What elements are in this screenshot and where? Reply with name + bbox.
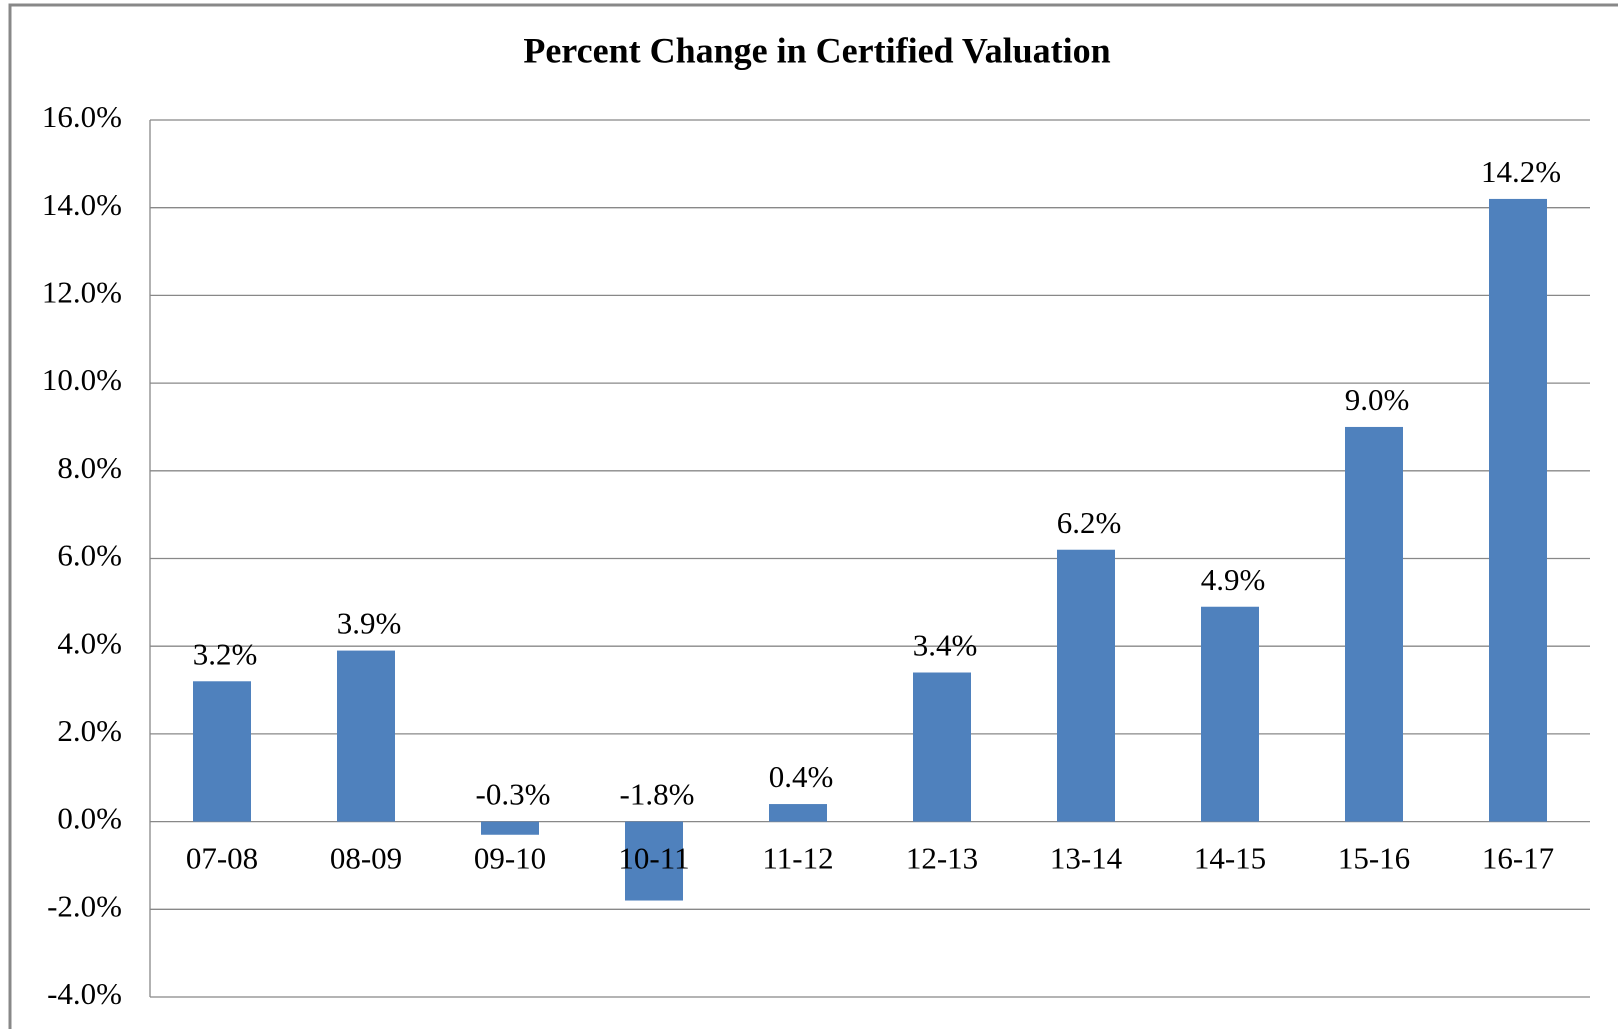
bar xyxy=(1489,198,1547,822)
x-tick-label: 11-12 xyxy=(762,841,833,876)
chart-frame xyxy=(8,3,1618,1034)
data-label: 14.2% xyxy=(1481,154,1561,189)
y-tick-label: 0.0% xyxy=(57,801,122,836)
x-tick-label: 10-11 xyxy=(618,841,689,876)
y-tick-label: 16.0% xyxy=(42,99,122,134)
y-tick-label: 6.0% xyxy=(57,538,122,573)
data-label: 9.0% xyxy=(1345,382,1410,417)
y-tick-label: 10.0% xyxy=(42,362,122,397)
data-label: 4.9% xyxy=(1201,562,1266,597)
bar xyxy=(193,681,251,822)
x-tick-label: 08-09 xyxy=(330,841,402,876)
x-tick-label: 14-15 xyxy=(1194,841,1266,876)
bar xyxy=(625,821,683,901)
bar xyxy=(481,821,539,835)
bar xyxy=(1345,426,1403,822)
data-label: 0.4% xyxy=(769,759,834,794)
bar xyxy=(769,804,827,822)
chart-title: Percent Change in Certified Valuation xyxy=(523,30,1110,70)
data-label: -1.8% xyxy=(620,777,695,812)
bar xyxy=(1057,549,1115,822)
y-tick-label: 2.0% xyxy=(57,713,122,748)
y-tick-label: 8.0% xyxy=(57,450,122,485)
x-tick-label: 15-16 xyxy=(1338,841,1410,876)
y-tick-label: 4.0% xyxy=(57,625,122,660)
data-label: 6.2% xyxy=(1057,505,1122,540)
x-tick-label: 16-17 xyxy=(1482,841,1554,876)
y-tick-label: -4.0% xyxy=(47,976,122,1011)
y-tick-label: -2.0% xyxy=(47,888,122,923)
x-tick-label: 12-13 xyxy=(906,841,978,876)
x-tick-label: 13-14 xyxy=(1050,841,1123,876)
bar xyxy=(913,672,971,822)
data-label: 3.9% xyxy=(337,606,402,641)
data-label: 3.4% xyxy=(913,628,978,663)
y-tick-label: 14.0% xyxy=(42,187,122,222)
bar xyxy=(1201,606,1259,822)
data-label: 3.2% xyxy=(193,636,258,671)
x-tick-label: 09-10 xyxy=(474,841,546,876)
data-label: -0.3% xyxy=(476,777,551,812)
x-tick-label: 07-08 xyxy=(186,841,258,876)
bar xyxy=(337,650,395,822)
y-tick-label: 12.0% xyxy=(42,275,122,310)
